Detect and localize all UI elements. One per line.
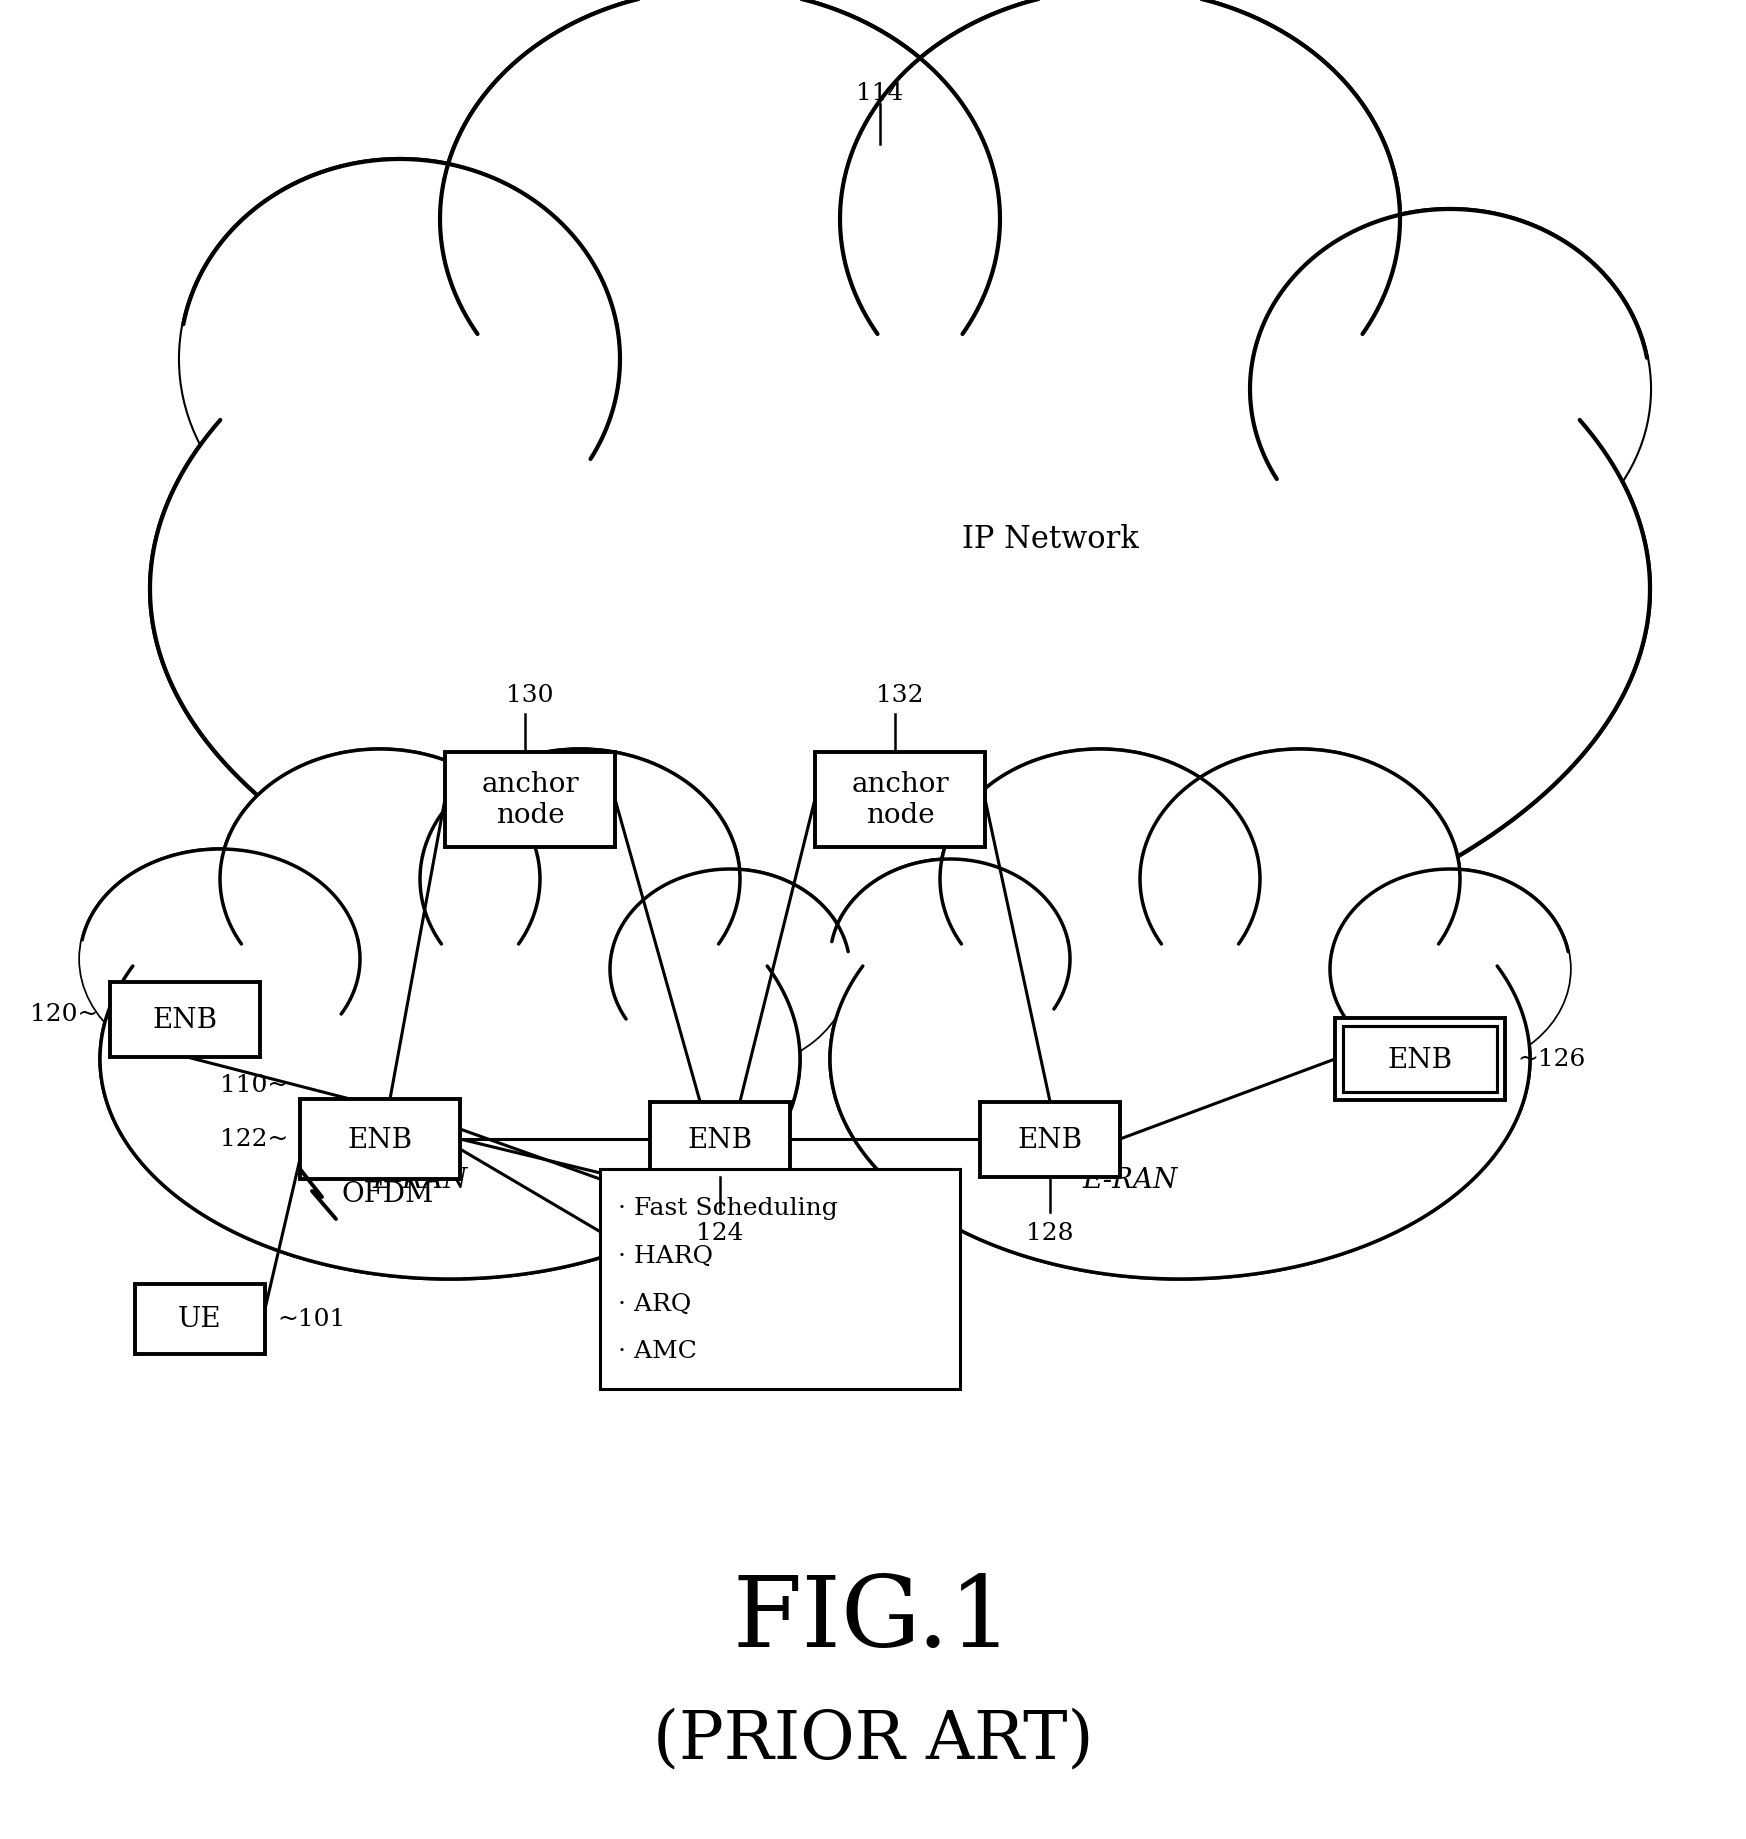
Text: 114: 114	[856, 83, 904, 105]
Ellipse shape	[840, 0, 1400, 451]
Text: 130: 130	[506, 684, 553, 708]
Bar	[650, 1102, 789, 1177]
Text: ~126: ~126	[1517, 1048, 1585, 1070]
Text: 132: 132	[876, 684, 924, 708]
Ellipse shape	[829, 859, 1070, 1059]
Ellipse shape	[829, 840, 1529, 1280]
Ellipse shape	[1330, 870, 1570, 1070]
Ellipse shape	[220, 750, 540, 1010]
Ellipse shape	[1250, 210, 1650, 570]
Text: FIG.1: FIG.1	[733, 1571, 1013, 1666]
Text: E-RAN: E-RAN	[1083, 1166, 1177, 1194]
Text: · ARQ: · ARQ	[618, 1291, 691, 1315]
Bar	[300, 1100, 459, 1179]
Text: ENB: ENB	[688, 1125, 753, 1153]
Ellipse shape	[609, 870, 850, 1070]
Bar	[1343, 1026, 1496, 1092]
Text: ENB: ENB	[347, 1125, 412, 1153]
Ellipse shape	[1330, 870, 1570, 1070]
Ellipse shape	[829, 859, 1070, 1059]
Text: ~101: ~101	[278, 1308, 346, 1331]
Text: IP Network: IP Network	[962, 524, 1138, 555]
Text: 120~: 120~	[30, 1002, 98, 1026]
Text: anchor
node: anchor node	[482, 771, 580, 829]
Text: 128: 128	[1027, 1221, 1074, 1245]
Bar	[134, 1284, 265, 1354]
Text: ENB: ENB	[1388, 1046, 1453, 1072]
Ellipse shape	[1140, 750, 1460, 1010]
Ellipse shape	[939, 750, 1261, 1010]
Text: · AMC: · AMC	[618, 1341, 697, 1363]
Text: UE: UE	[178, 1306, 222, 1333]
Text: 122~: 122~	[220, 1127, 288, 1151]
Ellipse shape	[440, 0, 1000, 451]
Ellipse shape	[180, 160, 620, 559]
Text: ENB: ENB	[1018, 1125, 1083, 1153]
Bar	[601, 1170, 960, 1388]
Bar	[1336, 1019, 1505, 1100]
Text: 110~: 110~	[220, 1072, 288, 1096]
Text: ENB: ENB	[152, 1006, 218, 1034]
Ellipse shape	[180, 160, 620, 559]
Ellipse shape	[1140, 750, 1460, 1010]
Ellipse shape	[80, 850, 360, 1070]
Text: · Fast Scheduling: · Fast Scheduling	[618, 1195, 838, 1219]
Text: OFDM: OFDM	[342, 1181, 435, 1208]
Ellipse shape	[421, 750, 740, 1010]
Text: E-RAN: E-RAN	[372, 1166, 468, 1194]
Bar	[445, 752, 615, 848]
Ellipse shape	[939, 750, 1261, 1010]
Ellipse shape	[100, 840, 800, 1280]
Text: anchor
node: anchor node	[852, 771, 948, 829]
Ellipse shape	[1250, 210, 1650, 570]
Text: (PRIOR ART): (PRIOR ART)	[653, 1707, 1093, 1771]
Ellipse shape	[440, 0, 1000, 451]
Ellipse shape	[829, 840, 1529, 1280]
Bar	[815, 752, 985, 848]
Ellipse shape	[421, 750, 740, 1010]
Ellipse shape	[100, 840, 800, 1280]
Ellipse shape	[220, 750, 540, 1010]
Text: 124: 124	[697, 1221, 744, 1245]
Ellipse shape	[150, 189, 1650, 989]
Ellipse shape	[80, 850, 360, 1070]
Text: · HARQ: · HARQ	[618, 1243, 712, 1267]
Bar	[980, 1102, 1119, 1177]
Ellipse shape	[840, 0, 1400, 451]
Ellipse shape	[609, 870, 850, 1070]
Bar	[110, 982, 260, 1057]
Ellipse shape	[150, 189, 1650, 989]
